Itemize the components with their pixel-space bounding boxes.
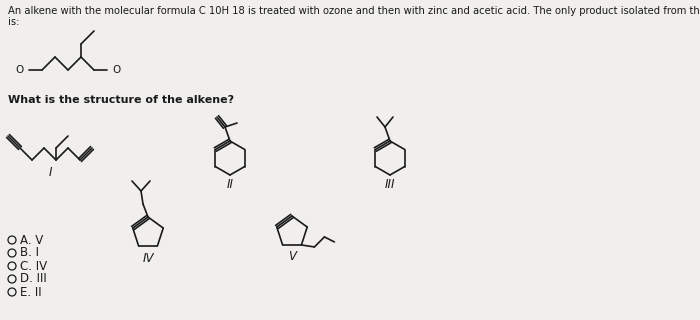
Text: I: I (48, 165, 52, 179)
Text: III: III (385, 178, 396, 190)
Text: A. V: A. V (20, 234, 43, 246)
Text: C. IV: C. IV (20, 260, 47, 273)
Text: V: V (288, 251, 296, 263)
Text: IV: IV (142, 252, 154, 265)
Text: is:: is: (8, 17, 20, 27)
Text: An alkene with the molecular formula C 10H 18 is treated with ozone and then wit: An alkene with the molecular formula C 1… (8, 6, 700, 16)
Text: D. III: D. III (20, 273, 47, 285)
Text: O: O (112, 65, 120, 75)
Text: What is the structure of the alkene?: What is the structure of the alkene? (8, 95, 234, 105)
Text: II: II (227, 178, 234, 190)
Text: B. I: B. I (20, 246, 39, 260)
Text: O: O (15, 65, 24, 75)
Text: E. II: E. II (20, 285, 41, 299)
